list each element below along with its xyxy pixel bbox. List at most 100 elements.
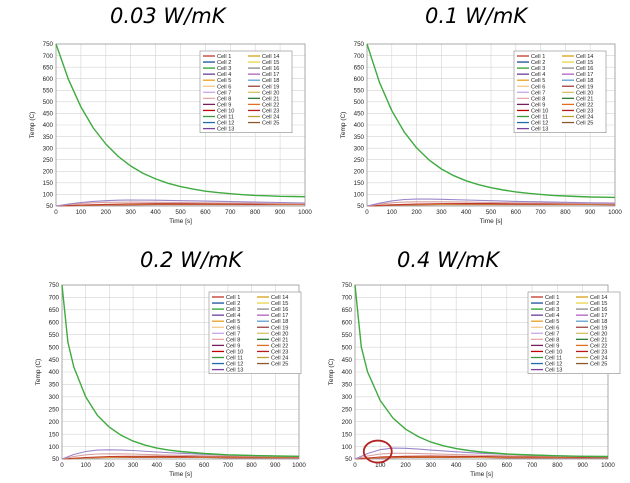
legend-entry: Cell 19 bbox=[576, 84, 593, 90]
legend-entry: Cell 25 bbox=[590, 362, 607, 368]
y-tick-label: 400 bbox=[43, 122, 54, 129]
legend-entry: Cell 15 bbox=[271, 301, 288, 307]
x-axis-label: Time [s] bbox=[169, 218, 192, 225]
y-tick-label: 750 bbox=[342, 282, 353, 289]
x-tick-label: 400 bbox=[152, 462, 163, 469]
legend-entry: Cell 25 bbox=[271, 362, 288, 368]
highlight-ellipse bbox=[362, 439, 393, 464]
series-line-cell-1 bbox=[366, 202, 616, 207]
y-axis-label: Temp (C) bbox=[29, 112, 36, 139]
y-tick-label: 200 bbox=[49, 419, 60, 426]
legend-entry: Cell 8 bbox=[217, 96, 231, 102]
legend-box bbox=[513, 50, 607, 133]
x-tick-label: 0 bbox=[54, 209, 58, 216]
legend-entry: Cell 22 bbox=[262, 102, 279, 108]
y-tick-label: 600 bbox=[354, 76, 365, 83]
x-tick-label: 600 bbox=[502, 462, 513, 469]
y-tick-label: 600 bbox=[49, 319, 60, 326]
legend-entry: Cell 3 bbox=[217, 66, 231, 72]
x-tick-label: 200 bbox=[411, 209, 422, 216]
y-tick-label: 450 bbox=[49, 357, 60, 364]
y-tick-label: 400 bbox=[49, 369, 60, 376]
x-tick-label: 400 bbox=[451, 462, 462, 469]
y-tick-label: 50 bbox=[345, 456, 352, 463]
legend-entry: Cell 2 bbox=[217, 60, 231, 66]
y-tick-label: 100 bbox=[43, 192, 54, 199]
legend-entry: Cell 14 bbox=[576, 54, 593, 60]
legend-entry: Cell 9 bbox=[217, 102, 231, 108]
legend-entry: Cell 9 bbox=[545, 343, 559, 349]
legend-entry: Cell 25 bbox=[262, 121, 279, 127]
y-tick-label: 150 bbox=[49, 431, 60, 438]
legend-entry: Cell 23 bbox=[590, 349, 607, 355]
x-tick-label: 600 bbox=[199, 462, 210, 469]
y-tick-label: 350 bbox=[49, 382, 60, 389]
chart-panel-0.03: 0.03 W/mK 50 100 150 200 250 300 350 400 450 500 5… bbox=[0, 0, 315, 225]
series-line-cell-1 bbox=[61, 455, 300, 460]
y-tick-label: 450 bbox=[43, 111, 54, 118]
y-tick-label: 350 bbox=[354, 134, 365, 141]
x-tick-label: 800 bbox=[250, 209, 261, 216]
y-tick-label: 600 bbox=[342, 319, 353, 326]
legend-entry: Cell 1 bbox=[531, 54, 545, 60]
legend-entry: Cell 23 bbox=[271, 349, 288, 355]
legend-entry: Cell 14 bbox=[262, 54, 279, 60]
y-tick-label: 50 bbox=[357, 203, 364, 210]
y-tick-label: 300 bbox=[43, 145, 54, 152]
legend-entry: Cell 10 bbox=[531, 108, 548, 114]
legend-entry: Cell 8 bbox=[226, 337, 240, 343]
y-tick-label: 650 bbox=[43, 64, 54, 71]
x-tick-label: 0 bbox=[353, 462, 357, 469]
y-tick-label: 600 bbox=[43, 76, 54, 83]
series-line-cell-3 bbox=[354, 284, 609, 458]
legend-entry: Cell 12 bbox=[217, 121, 234, 127]
legend-entry: Cell 10 bbox=[226, 349, 243, 355]
y-tick-label: 250 bbox=[354, 157, 365, 164]
x-tick-label: 900 bbox=[585, 209, 596, 216]
legend-entry: Cell 1 bbox=[226, 295, 240, 301]
y-tick-label: 300 bbox=[342, 394, 353, 401]
y-tick-label: 750 bbox=[354, 41, 365, 48]
y-tick-label: 700 bbox=[43, 53, 54, 60]
legend-entry: Cell 4 bbox=[226, 313, 240, 319]
x-tick-label: 800 bbox=[560, 209, 571, 216]
legend-entry: Cell 5 bbox=[531, 78, 545, 84]
legend-entry: Cell 8 bbox=[531, 96, 545, 102]
legend-entry: Cell 20 bbox=[271, 331, 288, 337]
y-tick-label: 250 bbox=[43, 157, 54, 164]
legend-entry: Cell 14 bbox=[590, 295, 607, 301]
legend-entry: Cell 19 bbox=[590, 325, 607, 331]
legend-entry: Cell 6 bbox=[531, 84, 545, 90]
legend-entry: Cell 4 bbox=[217, 72, 231, 78]
legend-entry: Cell 5 bbox=[217, 78, 231, 84]
y-tick-label: 750 bbox=[43, 41, 54, 48]
y-tick-label: 150 bbox=[354, 180, 365, 187]
legend-entry: Cell 4 bbox=[531, 72, 545, 78]
legend-entry: Cell 13 bbox=[545, 368, 562, 374]
x-tick-label: 500 bbox=[175, 209, 186, 216]
legend-entry: Cell 7 bbox=[531, 90, 545, 96]
legend-entry: Cell 9 bbox=[531, 102, 545, 108]
y-tick-label: 750 bbox=[49, 282, 60, 289]
x-tick-label: 1000 bbox=[292, 462, 306, 469]
x-tick-label: 200 bbox=[400, 462, 411, 469]
legend-entry: Cell 13 bbox=[531, 127, 548, 133]
legend-entry: Cell 22 bbox=[590, 343, 607, 349]
legend-entry: Cell 23 bbox=[576, 108, 593, 114]
x-tick-label: 900 bbox=[275, 209, 286, 216]
legend-entry: Cell 15 bbox=[262, 60, 279, 66]
legend-entry: Cell 14 bbox=[271, 295, 288, 301]
legend-entry: Cell 16 bbox=[271, 307, 288, 313]
legend-entry: Cell 19 bbox=[271, 325, 288, 331]
y-tick-label: 700 bbox=[342, 295, 353, 302]
legend-entry: Cell 18 bbox=[271, 319, 288, 325]
x-tick-label: 700 bbox=[223, 462, 234, 469]
chart-panel-0.1: 0.1 W/mK 50 100 150 200 250 300 350 400 450 500 55… bbox=[315, 0, 630, 225]
y-tick-label: 300 bbox=[354, 145, 365, 152]
y-tick-label: 200 bbox=[354, 168, 365, 175]
x-tick-label: 700 bbox=[225, 209, 236, 216]
legend-entry: Cell 11 bbox=[545, 356, 562, 362]
x-tick-label: 900 bbox=[578, 462, 589, 469]
chart-svg: 50 100 150 200 250 300 350 400 450 500 550 600 650 70… bbox=[29, 41, 312, 225]
